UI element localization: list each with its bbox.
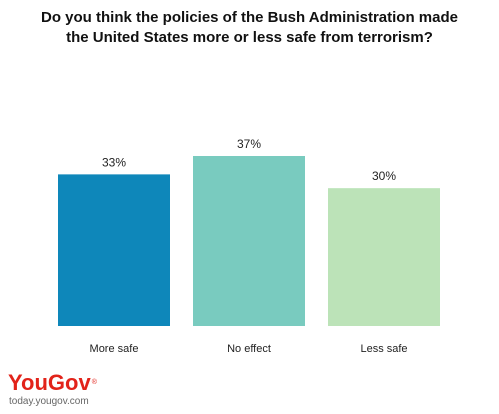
logo-text: YouGov [8,370,91,395]
chart-title-line-1: Do you think the policies of the Bush Ad… [41,9,458,26]
category-label: Less safe [360,343,407,355]
bar-no-effect [193,156,305,326]
chart-title: Do you think the policies of the Bush Ad… [20,8,479,48]
bar-more-safe [58,174,170,326]
bar-less-safe [328,188,440,326]
source-url: today.yougov.com [9,396,89,407]
yougov-logo: YouGov® [8,372,97,394]
category-label: No effect [227,343,271,355]
value-label: 30% [372,169,396,183]
registered-mark-icon: ® [91,379,97,386]
value-label: 37% [237,137,261,151]
category-label: More safe [90,343,139,355]
chart-title-line-2: the United States more or less safe from… [66,29,433,46]
value-label: 33% [102,155,126,169]
bars-group: 33% More safe 37% No effect 30% Less safe [58,137,440,355]
